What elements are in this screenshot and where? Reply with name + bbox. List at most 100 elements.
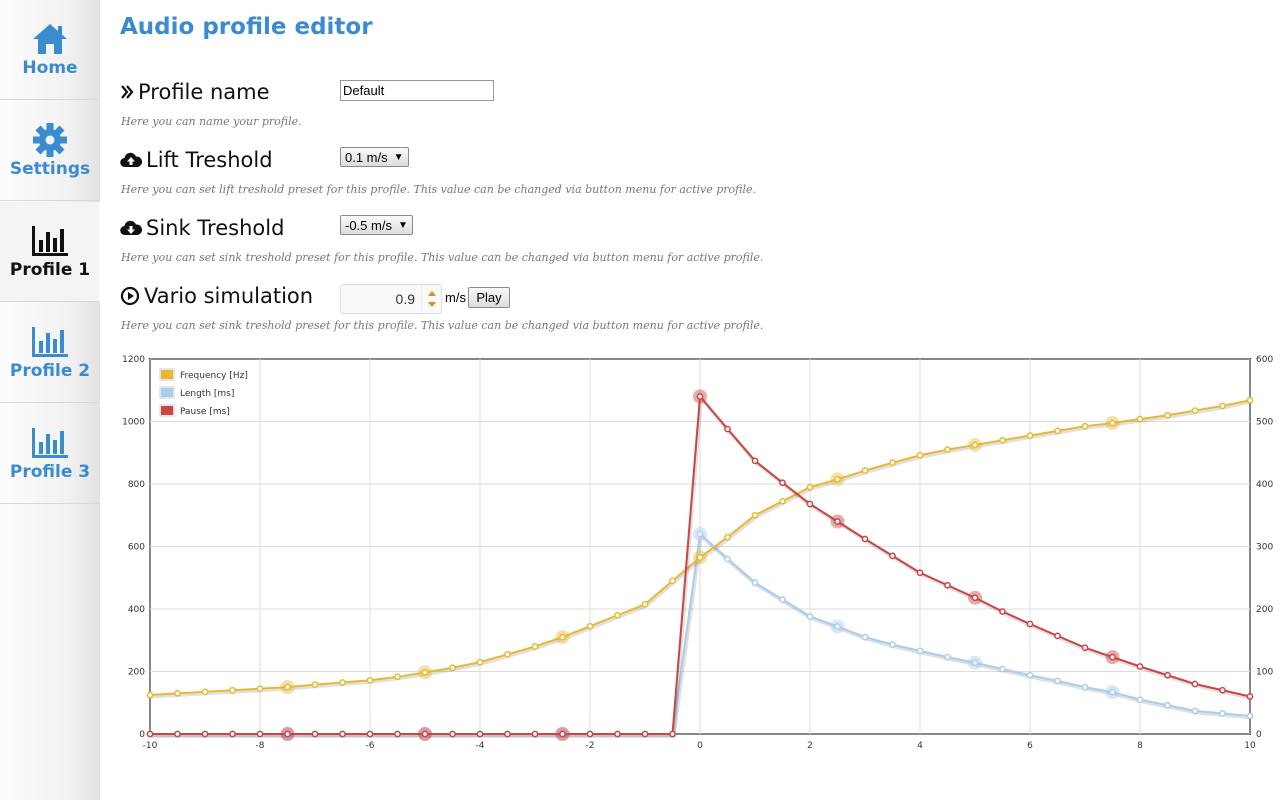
data-point (1136, 663, 1144, 670)
data-point (229, 730, 236, 738)
sidebar-item-profile-3[interactable]: Profile 3 (0, 404, 100, 504)
data-point (669, 730, 676, 738)
data-point (724, 533, 731, 541)
data-point (916, 451, 924, 459)
data-point (1164, 701, 1171, 709)
x-tick-label: -10 (143, 741, 158, 750)
data-point (284, 683, 291, 691)
data-point (1054, 632, 1061, 640)
legend-label: Length [ms] (180, 389, 234, 399)
x-tick-label: 0 (697, 741, 703, 750)
data-point (531, 730, 539, 738)
vario-simulation-help: Here you can set sink treshold preset fo… (121, 319, 764, 332)
data-point (889, 459, 896, 467)
data-point (421, 669, 429, 676)
sidebar-item-label: Profile 3 (9, 462, 91, 482)
x-tick-label: 6 (1027, 741, 1033, 750)
data-point (146, 730, 154, 738)
data-point (614, 611, 621, 619)
y-left-tick-label: 400 (128, 605, 145, 615)
x-tick-label: -6 (366, 741, 375, 750)
data-point (1026, 620, 1034, 628)
sidebar-item-label: Settings (9, 159, 91, 179)
lift-threshold-heading: Lift Treshold (120, 146, 273, 174)
data-point (779, 497, 786, 505)
data-point (1191, 680, 1199, 688)
data-point (889, 641, 896, 648)
dropdown-arrow-icon: ▼ (397, 219, 408, 231)
data-point (916, 569, 924, 577)
gear-icon (33, 123, 67, 157)
data-point (1054, 427, 1061, 435)
data-point (174, 690, 181, 697)
data-point (531, 643, 539, 650)
x-tick-label: -8 (256, 741, 265, 750)
data-point (1081, 683, 1089, 691)
y-left-tick-label: 800 (128, 480, 145, 490)
lift-threshold-select[interactable]: 0.1 m/s ▼ (340, 147, 409, 167)
data-point (311, 681, 319, 688)
data-point (146, 691, 154, 699)
stepper-buttons (421, 285, 441, 313)
data-point (586, 730, 594, 738)
data-point (944, 581, 951, 589)
data-point (779, 596, 786, 603)
y-left-tick-label: 600 (128, 543, 145, 553)
y-right-tick-label: 200 (1256, 605, 1273, 615)
data-point (806, 613, 814, 620)
cloud-upload-icon (120, 152, 142, 168)
data-point (449, 730, 456, 738)
data-point (861, 535, 869, 543)
legend-label: Pause [ms] (180, 407, 230, 417)
vario-simulation-label: Vario simulation (144, 284, 314, 308)
data-point (999, 436, 1006, 444)
data-point (1191, 707, 1199, 715)
data-point (284, 730, 291, 738)
data-point (779, 479, 786, 487)
data-point (586, 622, 594, 630)
data-point (1026, 432, 1034, 439)
data-point (1109, 688, 1116, 696)
sink-threshold-value: -0.5 m/s (345, 217, 392, 233)
sidebar-item-label: Home (22, 58, 78, 78)
stepper-down-icon[interactable] (428, 302, 436, 307)
sidebar-item-home[interactable]: Home (0, 0, 100, 100)
vario-speed-stepper[interactable]: 0.9 (340, 284, 442, 314)
sidebar-item-profile-1[interactable]: Profile 1 (0, 202, 100, 302)
y-left-tick-label: 0 (139, 730, 145, 740)
legend-swatch (161, 388, 173, 397)
lift-threshold-label: Lift Treshold (146, 148, 273, 172)
play-button[interactable]: Play (468, 287, 510, 308)
page-title: Audio profile editor (120, 14, 373, 40)
data-point (751, 511, 759, 519)
data-point (1136, 696, 1144, 703)
data-point (806, 500, 814, 508)
data-point (339, 730, 346, 738)
stepper-up-icon[interactable] (428, 291, 436, 296)
data-point (1109, 419, 1116, 427)
chart-legend: Frequency [Hz] Length [ms] Pause [ms] (159, 368, 248, 417)
sidebar-item-profile-2[interactable]: Profile 2 (0, 303, 100, 403)
sink-threshold-select[interactable]: -0.5 m/s ▼ (340, 215, 413, 235)
sink-threshold-heading: Sink Treshold (120, 214, 284, 242)
lift-threshold-value: 0.1 m/s (345, 149, 388, 165)
data-point (1164, 411, 1171, 419)
dropdown-arrow-icon: ▼ (393, 151, 404, 163)
data-point (201, 688, 209, 696)
lift-threshold-help: Here you can set lift treshold preset fo… (121, 183, 757, 196)
home-icon (33, 24, 67, 54)
data-point (366, 676, 374, 684)
data-point (1081, 644, 1089, 652)
series-shadow (151, 531, 1252, 738)
cloud-download-icon (120, 220, 142, 236)
data-point (1191, 407, 1199, 414)
bar-chart-icon (32, 327, 68, 357)
sidebar-item-label: Profile 1 (9, 260, 91, 280)
data-point (449, 664, 456, 672)
profile-name-input[interactable] (340, 80, 494, 101)
data-point (861, 633, 869, 641)
data-point (1136, 415, 1144, 423)
y-left-tick-label: 1200 (122, 355, 145, 365)
sidebar-item-label: Profile 2 (9, 361, 91, 381)
sidebar-item-settings[interactable]: Settings (0, 101, 100, 201)
